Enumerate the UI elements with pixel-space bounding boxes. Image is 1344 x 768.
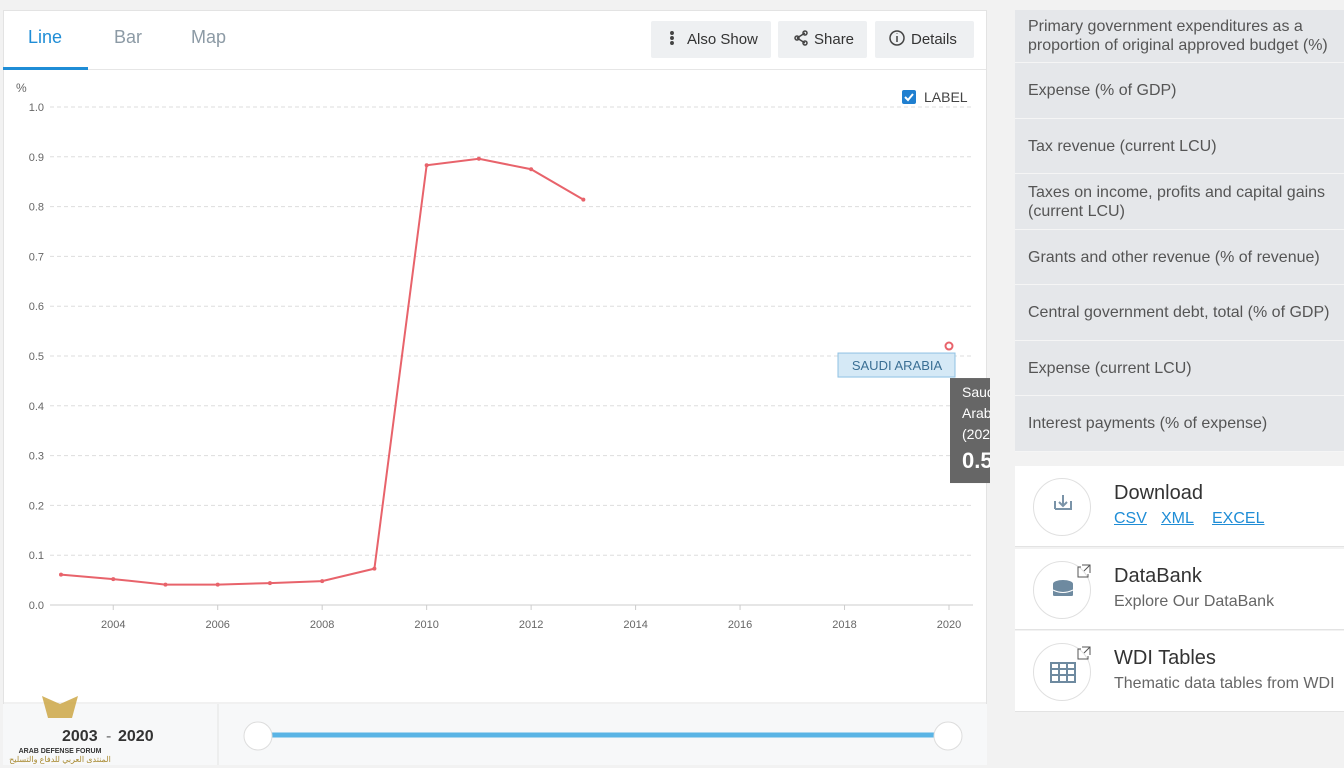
tooltip-period: (2020) bbox=[962, 426, 990, 442]
link-title[interactable]: WDI Tables bbox=[1114, 647, 1216, 669]
slider-handle[interactable] bbox=[243, 721, 273, 751]
download-link[interactable]: XML bbox=[1161, 510, 1194, 527]
download-link[interactable]: CSV bbox=[1114, 510, 1147, 527]
tab-indicator bbox=[3, 67, 88, 70]
indicator-link[interactable]: Interest payments (% of expense) bbox=[1015, 396, 1344, 452]
slider-handle[interactable] bbox=[933, 721, 963, 751]
icon bbox=[1033, 561, 1091, 619]
point bbox=[581, 197, 586, 202]
x-tick-label: 2014 bbox=[623, 619, 647, 631]
link-subtitle: Explore Our DataBank bbox=[1114, 593, 1275, 610]
x-tick-label: 2020 bbox=[937, 619, 961, 631]
tooltip-title-line: Arabia bbox=[962, 405, 990, 421]
x-tick-label: 2006 bbox=[205, 619, 229, 631]
y-tick-label: 0.4 bbox=[29, 401, 44, 413]
y-tick-label: 0.6 bbox=[29, 301, 44, 313]
icon bbox=[1033, 643, 1091, 701]
check bbox=[904, 93, 914, 102]
chart-panel bbox=[3, 10, 987, 765]
indicator-link[interactable]: Tax revenue (current LCU) bbox=[1015, 119, 1344, 174]
y-tick-label: 0.7 bbox=[29, 251, 44, 263]
line bbox=[61, 159, 949, 585]
x-tick-label: 2008 bbox=[310, 619, 334, 631]
divider bbox=[88, 69, 986, 70]
y-tick-label: 0.1 bbox=[29, 550, 44, 562]
y-tick-label: 0.8 bbox=[29, 202, 44, 214]
highlight-point bbox=[944, 341, 954, 351]
watermark: المنتدى العربي للدفاع والتسليح bbox=[9, 755, 111, 764]
tooltip-title: Saudi Arabia bbox=[962, 384, 990, 421]
x-tick-label: 2016 bbox=[728, 619, 752, 631]
tooltip-box bbox=[950, 378, 990, 484]
point bbox=[163, 582, 168, 587]
y-unit: % bbox=[16, 81, 27, 95]
watermark-logo bbox=[42, 696, 78, 718]
y-tick-label: 0.3 bbox=[29, 451, 44, 463]
link-card: DataBank Explore Our DataBank bbox=[1015, 549, 1344, 630]
label-toggle[interactable]: LABEL bbox=[924, 89, 968, 105]
link-card: Download CSV XML EXCEL bbox=[1015, 466, 1344, 547]
x-tick-label: 2012 bbox=[519, 619, 543, 631]
y-tick-label: 1.0 bbox=[29, 102, 44, 114]
icon bbox=[1033, 478, 1091, 536]
range-end: 2020 bbox=[118, 728, 154, 745]
indicator-link[interactable]: Primary government expenditures as a pro… bbox=[1015, 10, 1344, 63]
tab[interactable]: Line bbox=[28, 27, 63, 47]
tab[interactable]: Bar bbox=[114, 27, 143, 47]
x-tick-label: 2004 bbox=[101, 619, 125, 631]
watermark: ARAB DEFENSE FORUM bbox=[19, 748, 102, 755]
indicator-link[interactable]: Taxes on income, profits and capital gai… bbox=[1015, 174, 1344, 230]
tooltip-value: 0.52 bbox=[962, 448, 990, 473]
link-subtitle: Thematic data tables from WDI bbox=[1114, 675, 1335, 692]
label-checkbox[interactable] bbox=[902, 90, 916, 104]
also-show-button[interactable]: Also Show bbox=[651, 21, 771, 58]
point bbox=[320, 579, 325, 584]
indicator-link[interactable]: Expense (current LCU) bbox=[1015, 341, 1344, 396]
icon-graphic bbox=[1050, 646, 1091, 683]
icon-graphic bbox=[1054, 495, 1072, 510]
range-start: 2003 bbox=[62, 728, 98, 745]
y-tick-label: 0.5 bbox=[29, 351, 44, 363]
point bbox=[267, 581, 272, 586]
point bbox=[424, 163, 429, 168]
indicator-link[interactable]: Central government debt, total (% of GDP… bbox=[1015, 285, 1344, 341]
point bbox=[476, 156, 481, 161]
link-title[interactable]: Download bbox=[1114, 482, 1203, 504]
range-separator: - bbox=[106, 728, 111, 745]
link-title[interactable]: DataBank bbox=[1114, 565, 1202, 587]
tab[interactable]: Map bbox=[191, 27, 227, 47]
point bbox=[372, 566, 377, 571]
link-card: WDI Tables Thematic data tables from WDI bbox=[1015, 631, 1344, 712]
chart: % LABEL 0.0 0.1 0.2 0.3 0.4 0.5 0.6 0.7 0.8 0.9 1.… bbox=[3, 30, 990, 765]
details-button[interactable]: Details bbox=[875, 21, 974, 58]
point bbox=[59, 572, 63, 577]
x-tick-label: 2018 bbox=[832, 619, 856, 631]
icon-graphic bbox=[1052, 564, 1091, 599]
tooltip-title-line: Saudi bbox=[962, 384, 990, 400]
y-tick-label: 0.0 bbox=[29, 600, 44, 612]
y-tick-label: 0.2 bbox=[29, 500, 44, 512]
download-link[interactable]: EXCEL bbox=[1212, 510, 1265, 527]
share-button[interactable]: Share bbox=[778, 21, 867, 58]
series-label-box bbox=[837, 352, 956, 378]
x-tick-label: 2010 bbox=[414, 619, 438, 631]
point bbox=[111, 577, 116, 582]
point bbox=[215, 582, 220, 587]
tooltip: Saudi Arabia (2020) 0.52 bbox=[950, 378, 990, 484]
point bbox=[529, 167, 534, 172]
series-label: SAUDI ARABIA bbox=[852, 358, 943, 373]
indicator-list bbox=[1015, 10, 1344, 452]
indicator-link[interactable]: Expense (% of GDP) bbox=[1015, 63, 1344, 119]
button-icons bbox=[670, 30, 905, 46]
indicator-link[interactable]: Grants and other revenue (% of revenue) bbox=[1015, 230, 1344, 285]
y-tick-label: 0.9 bbox=[29, 152, 44, 164]
